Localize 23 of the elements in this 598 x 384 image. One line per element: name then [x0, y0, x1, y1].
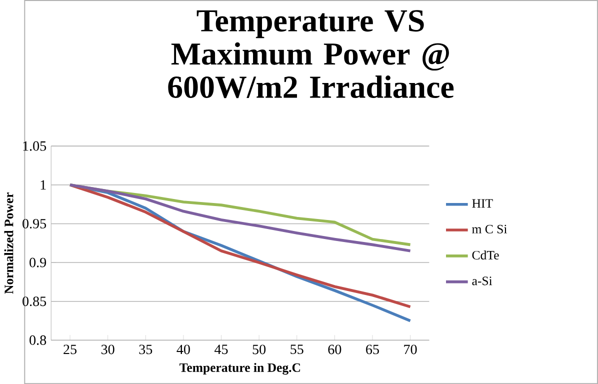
y-tick-label: 1	[40, 180, 46, 190]
y-axis-title: Normalized Power	[4, 192, 14, 294]
chart-title: Temperature VS Maximum Power @ 600W/m2 Irradiance	[168, 10, 454, 98]
legend-label: m C Si	[472, 224, 508, 234]
x-tick-label: 35	[139, 344, 152, 354]
y-tick-label: 1.05	[23, 141, 46, 151]
legend-label: a-Si	[472, 276, 492, 286]
x-tick-label: 40	[176, 344, 190, 354]
x-tick-label: 60	[328, 344, 342, 354]
x-tick-label: 30	[101, 344, 114, 354]
y-tick-label: 0.85	[22, 296, 46, 306]
legend-label: CdTe	[472, 250, 499, 260]
x-tick-label: 65	[366, 344, 379, 354]
x-axis-title: Temperature in Deg.C	[180, 362, 300, 375]
x-tick-label: 45	[214, 344, 228, 354]
x-tick-label: 70	[404, 344, 417, 354]
y-tick-label: 0.8	[30, 335, 46, 345]
y-tick-label: 0.9	[30, 258, 46, 268]
x-tick-label: 55	[290, 344, 304, 354]
x-tick-label: 50	[252, 344, 266, 354]
legend-label: HIT	[472, 199, 493, 208]
x-tick-label: 25	[64, 344, 76, 354]
y-tick-label: 0.95	[22, 218, 46, 228]
